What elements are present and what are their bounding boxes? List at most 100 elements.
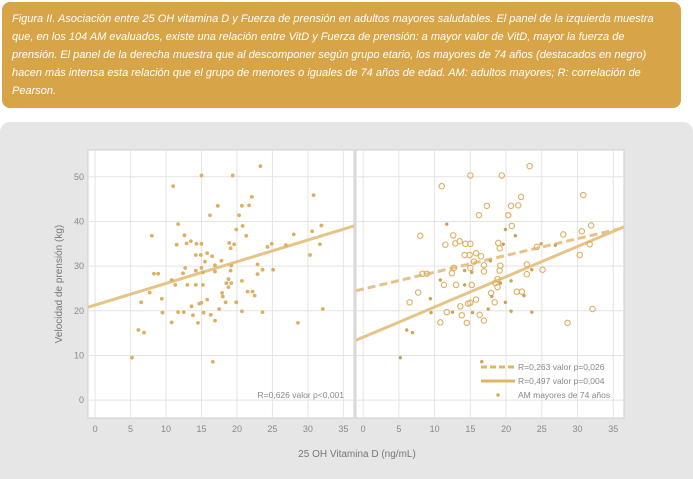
- left-x-tick-label: 30: [303, 424, 313, 434]
- left-data-point: [244, 233, 249, 238]
- right-data-point: [589, 305, 596, 313]
- right-data-point-over-74: [428, 297, 433, 301]
- right-data-point: [467, 264, 474, 272]
- left-x-tick-label: 0: [93, 424, 98, 434]
- right-data-point: [480, 261, 488, 269]
- right-data-point: [586, 240, 593, 248]
- left-data-point: [181, 310, 186, 315]
- legend-dashed-label: R=0,263 valor p=0,026: [518, 362, 605, 372]
- right-data-point-over-74: [462, 268, 467, 273]
- left-data-point: [194, 241, 199, 246]
- left-data-point: [217, 307, 222, 311]
- left-data-point: [215, 203, 220, 208]
- right-data-point: [450, 264, 458, 272]
- right-x-tick-label: 5: [396, 424, 401, 434]
- left-data-point: [139, 300, 144, 305]
- right-data-point: [480, 268, 488, 275]
- right-data-point: [517, 193, 525, 201]
- left-data-point: [213, 318, 217, 323]
- right-data-point: [443, 308, 451, 316]
- left-data-point: [220, 294, 225, 299]
- left-data-point: [193, 253, 198, 257]
- left-data-point: [199, 266, 204, 270]
- y-tick-label: 20: [74, 306, 84, 316]
- left-data-point: [258, 164, 263, 168]
- right-data-point-over-74: [503, 300, 508, 305]
- left-data-point: [169, 320, 174, 325]
- right-data-point: [476, 311, 483, 319]
- left-data-point: [213, 269, 217, 274]
- right-data-point: [414, 289, 422, 296]
- left-data-point: [252, 293, 257, 298]
- left-plot-area: [87, 149, 355, 419]
- left-data-point: [136, 328, 141, 332]
- left-data-point: [269, 241, 274, 246]
- right-x-tick-label: 20: [501, 424, 511, 434]
- left-data-point: [237, 213, 241, 218]
- right-data-point: [523, 261, 531, 268]
- left-x-tick-label: 5: [128, 424, 133, 434]
- right-data-point: [507, 202, 515, 210]
- left-data-point: [171, 184, 176, 189]
- left-data-point: [320, 307, 325, 311]
- right-data-point: [470, 258, 478, 265]
- right-data-point: [452, 281, 460, 289]
- left-data-point: [226, 277, 231, 281]
- right-regression-line-solid: [355, 225, 625, 342]
- right-data-point: [449, 232, 457, 239]
- left-data-point: [265, 245, 270, 249]
- right-data-point: [491, 299, 498, 306]
- left-data-point: [318, 242, 322, 247]
- right-x-tick-label: 0: [361, 424, 366, 434]
- left-data-point: [308, 253, 312, 257]
- right-data-point-over-74: [530, 310, 534, 314]
- left-data-point: [147, 290, 152, 295]
- right-data-point: [466, 251, 473, 259]
- legend-solid-label: R=0,497 valor p=0,004: [518, 376, 605, 386]
- left-data-point: [210, 254, 215, 259]
- left-data-point: [208, 312, 213, 317]
- y-tick-label: 30: [74, 261, 84, 271]
- left-data-point: [149, 233, 154, 238]
- y-axis-label: Velocidad de prensión (kg): [54, 225, 65, 343]
- left-data-point: [234, 227, 239, 232]
- right-data-point: [496, 245, 503, 252]
- right-data-point-over-74: [462, 283, 467, 287]
- right-data-point-over-74: [501, 242, 505, 246]
- left-data-point: [156, 271, 161, 276]
- left-data-point: [240, 203, 244, 208]
- right-data-point-over-74: [398, 356, 403, 360]
- left-data-point: [240, 309, 244, 314]
- left-data-point: [240, 278, 244, 283]
- left-data-point: [255, 262, 260, 267]
- right-data-point-over-74: [530, 268, 534, 272]
- left-data-point: [284, 243, 288, 248]
- right-data-point-over-74: [429, 310, 433, 315]
- left-x-tick-label: 35: [338, 424, 348, 434]
- right-data-point-over-74: [553, 243, 558, 247]
- right-data-point-over-74: [486, 307, 490, 311]
- right-data-point: [508, 222, 516, 230]
- left-data-point: [228, 268, 233, 273]
- right-data-point: [539, 266, 546, 273]
- right-data-point: [477, 253, 485, 260]
- legend-dot-label: AM mayores de 74 años: [518, 390, 610, 400]
- left-x-tick-label: 20: [232, 424, 242, 434]
- left-data-point: [152, 271, 156, 276]
- left-data-point: [250, 289, 255, 294]
- right-data-point-over-74: [498, 281, 503, 285]
- right-data-point-over-74: [522, 293, 526, 298]
- left-x-tick-label: 15: [196, 424, 206, 434]
- right-x-tick-label: 25: [537, 424, 547, 434]
- right-data-point: [456, 237, 463, 245]
- right-data-point: [442, 241, 449, 248]
- left-data-point: [169, 278, 174, 282]
- left-data-point: [198, 253, 203, 257]
- y-tick-label: 50: [74, 172, 84, 182]
- left-data-point: [224, 281, 229, 286]
- left-data-point: [205, 297, 210, 302]
- right-data-point-over-74: [470, 310, 475, 315]
- right-data-point: [467, 240, 474, 248]
- right-data-point-over-74: [503, 227, 508, 232]
